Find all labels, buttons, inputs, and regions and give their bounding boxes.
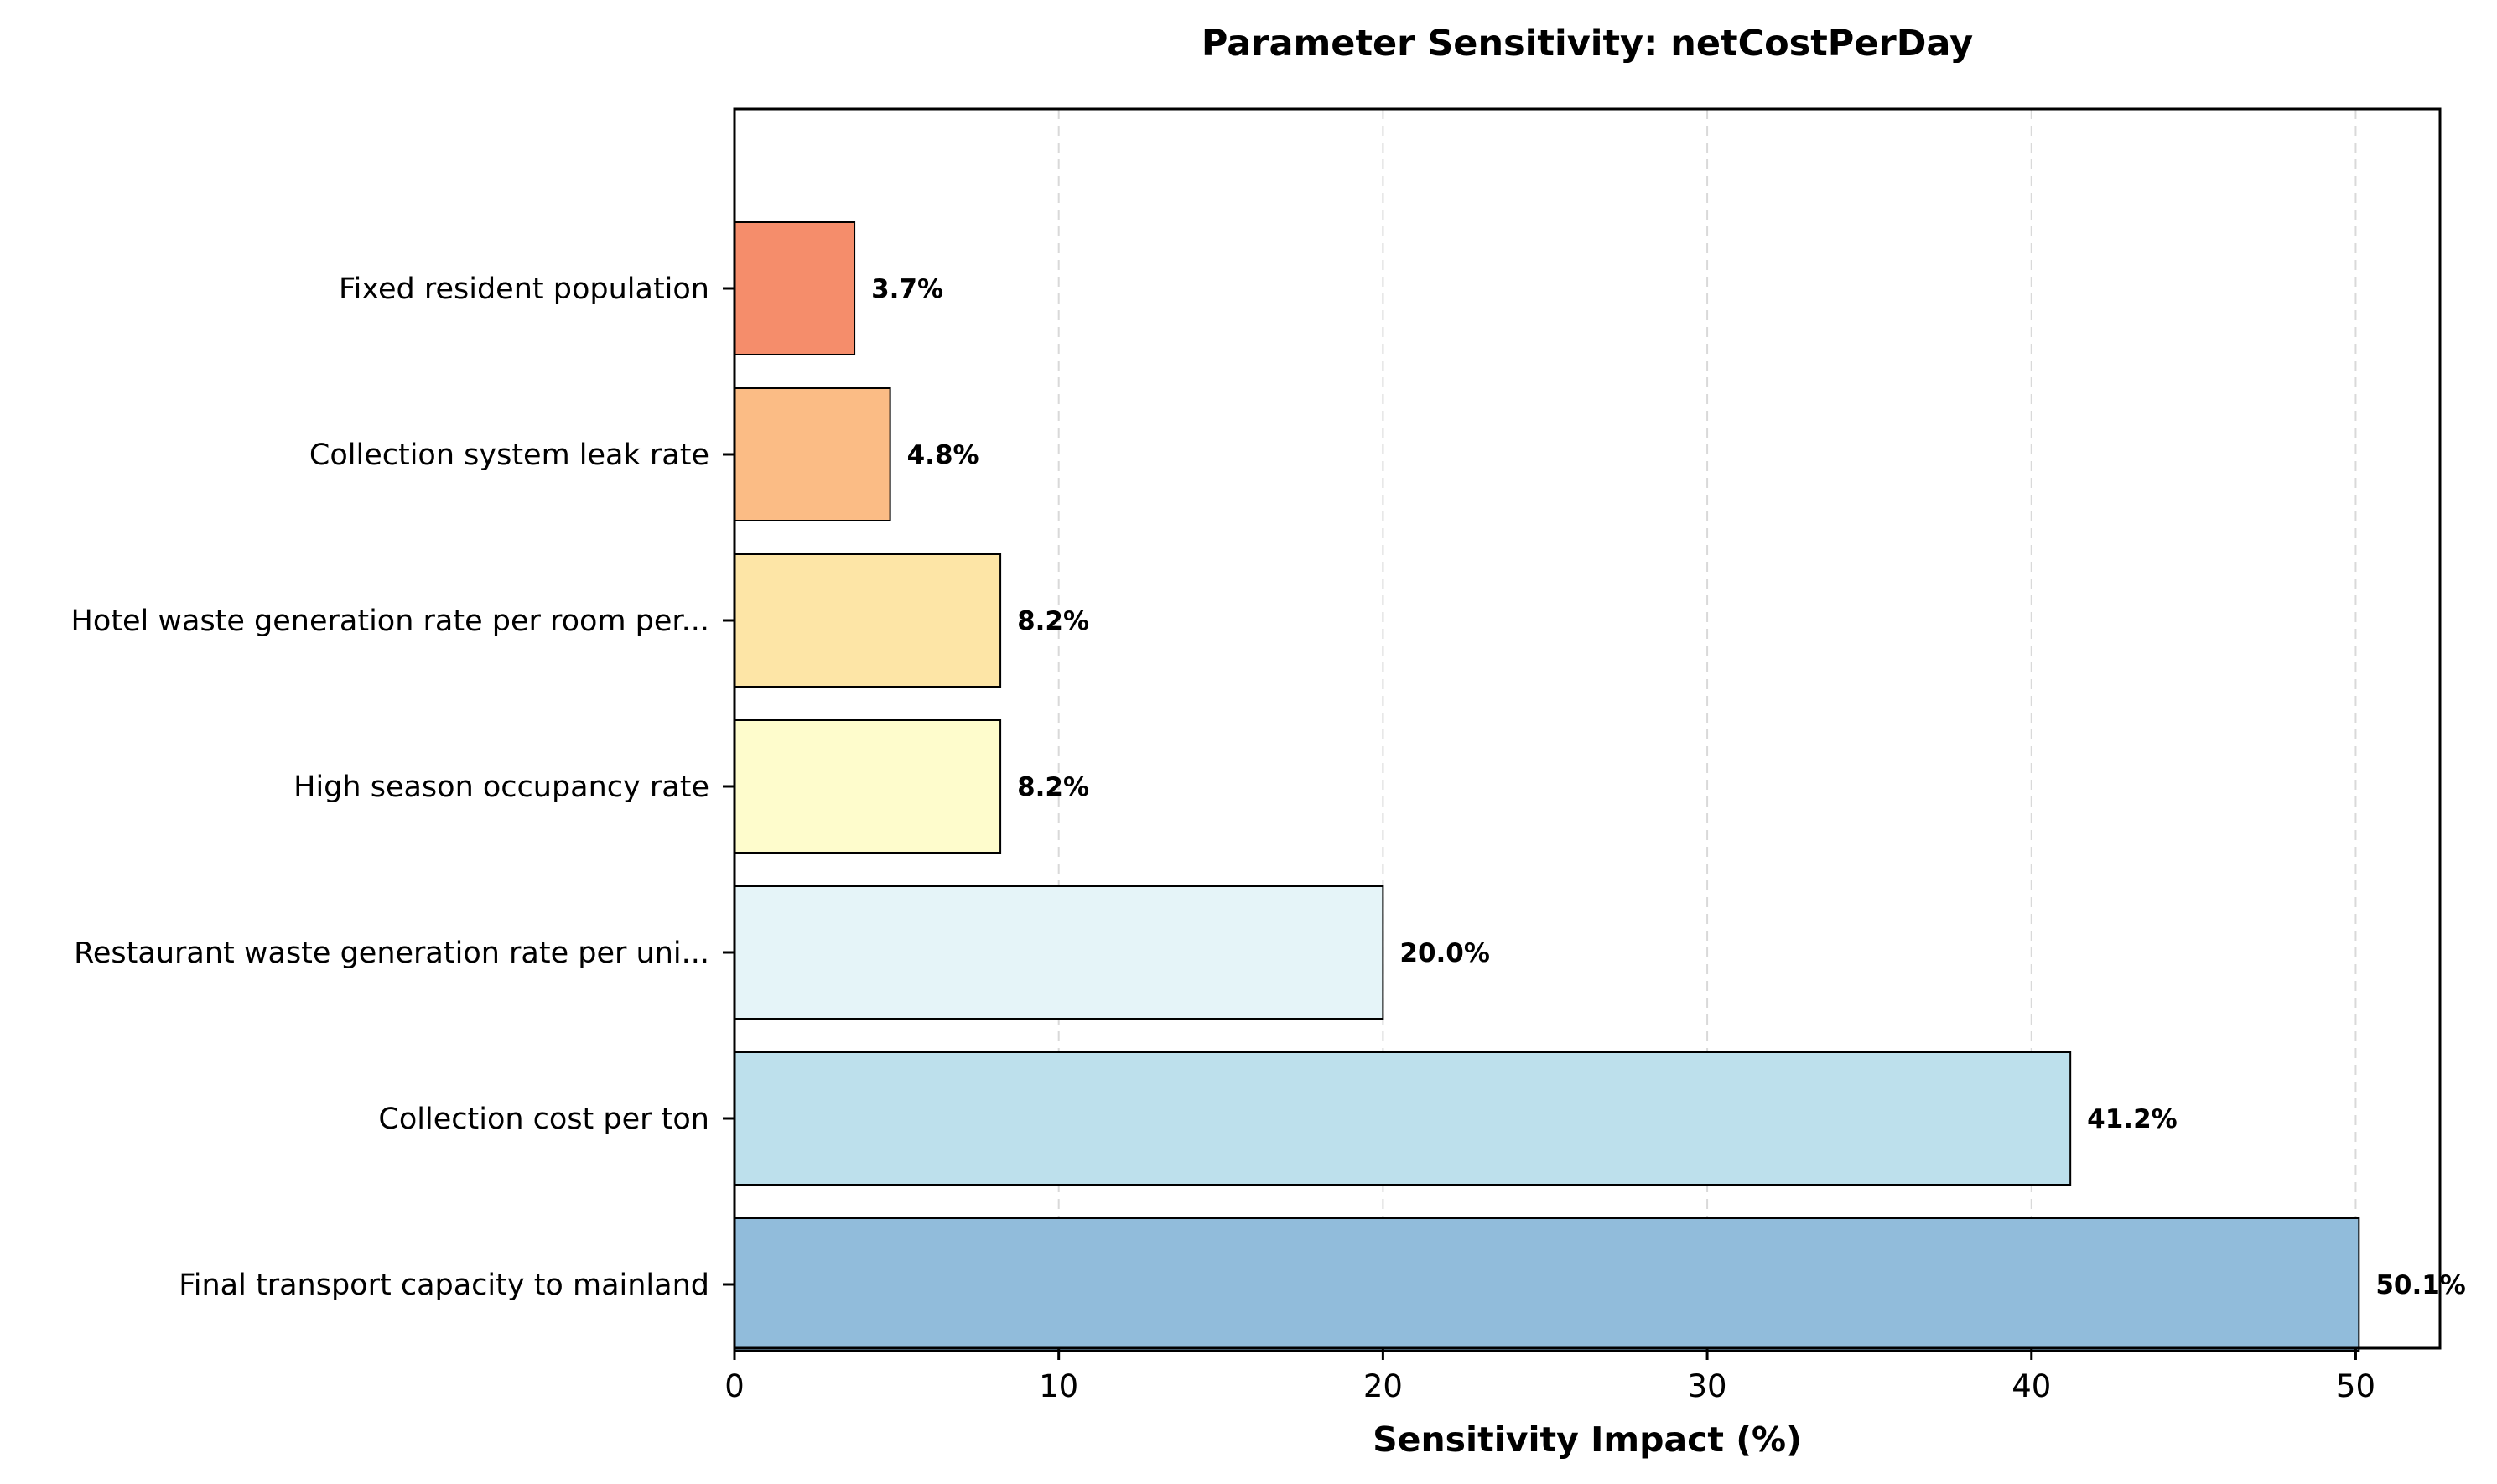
- x-axis-label: Sensitivity Impact (%): [1373, 1419, 1802, 1460]
- x-tick-label: 40: [2012, 1368, 2051, 1404]
- bar-value-label: 20.0%: [1399, 938, 1490, 968]
- x-tick-label: 0: [724, 1368, 745, 1404]
- bar: [734, 387, 891, 521]
- bar: [734, 885, 1384, 1020]
- bar: [734, 553, 1002, 688]
- chart-title: Parameter Sensitivity: netCostPerDay: [1202, 23, 1973, 65]
- bars: 50.1% 41.2% 20.0% 8.2% 8.2% 4.8% 3.7%: [734, 221, 2466, 1352]
- bar-value-label: 8.2%: [1017, 772, 1089, 802]
- bar-value-label: 8.2%: [1017, 606, 1089, 636]
- y-tick-label: Collection cost per ton: [378, 1103, 709, 1136]
- y-tick-label: Collection system leak rate: [309, 438, 709, 472]
- bar: [734, 1051, 2072, 1186]
- bar-value-label: 50.1%: [2375, 1270, 2466, 1300]
- bar: [734, 719, 1002, 854]
- x-tick-label: 10: [1039, 1368, 1078, 1404]
- bar: [734, 1217, 2360, 1352]
- bar-value-label: 4.8%: [907, 440, 979, 470]
- y-tick-label: Restaurant waste generation rate per uni…: [74, 937, 709, 970]
- y-tick-label: High season occupancy rate: [293, 771, 709, 804]
- x-axis-ticks: 0 10 20 30 40 50: [724, 1348, 2375, 1404]
- y-tick-label: Hotel waste generation rate per room per…: [71, 604, 709, 638]
- x-tick-label: 30: [1688, 1368, 1727, 1404]
- y-tick-label: Final transport capacity to mainland: [179, 1269, 709, 1302]
- plot-frame: [733, 107, 2442, 1350]
- bar-value-label: 3.7%: [871, 274, 943, 304]
- x-tick-label: 50: [2336, 1368, 2375, 1404]
- y-axis-ticks: Final transport capacity to mainland Coll…: [71, 272, 735, 1302]
- bar-value-label: 41.2%: [2087, 1104, 2178, 1134]
- y-tick-label: Fixed resident population: [339, 272, 709, 306]
- x-tick-label: 20: [1363, 1368, 1403, 1404]
- bar: [734, 221, 856, 355]
